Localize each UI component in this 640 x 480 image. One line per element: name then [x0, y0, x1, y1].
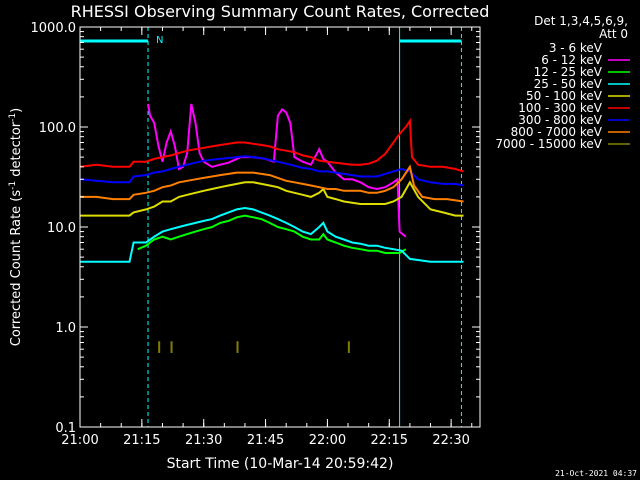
y-tick-label: 100.0 — [39, 121, 76, 136]
y-tick-label: 0.1 — [55, 421, 76, 436]
legend-header-line1: Det 1,3,4,5,6,9, — [534, 14, 628, 28]
x-axis-label: Start Time (10-Mar-14 20:59:42) — [167, 456, 394, 472]
y-axis: 0.1 1.0 10.0 100.0 1000.0 — [31, 21, 480, 436]
legend-label: 3 - 6 keV — [549, 41, 603, 55]
y-axis-label: Corrected Count Rate (s-1 detector-1) — [8, 108, 24, 346]
y-tick-label: 1000.0 — [31, 21, 77, 36]
y-tick-label: 1.0 — [55, 321, 76, 336]
x-tick-label: 22:15 — [371, 433, 408, 448]
legend-header-line2: Att 0 — [599, 27, 628, 41]
x-tick-label: 21:15 — [123, 433, 160, 448]
legend-label: 7000 - 15000 keV — [495, 137, 602, 151]
x-tick-label: 21:45 — [247, 433, 284, 448]
x-tick-label: 22:00 — [309, 433, 346, 448]
legend-label: 50 - 100 keV — [526, 89, 603, 103]
x-tick-label: 22:30 — [432, 433, 469, 448]
series-line-7 — [80, 164, 464, 203]
series-line-3 — [80, 206, 464, 263]
legend-label: 12 - 25 keV — [534, 65, 603, 79]
footer-date: 21-Oct-2021 04:37 — [555, 469, 637, 478]
night-marker: N — [156, 35, 163, 46]
legend-label: 25 - 50 keV — [534, 77, 603, 91]
legend-label: 6 - 12 keV — [541, 53, 603, 67]
series-line-4 — [80, 180, 464, 217]
chart-title: RHESSI Observing Summary Count Rates, Co… — [71, 2, 490, 21]
series-line-6 — [79, 155, 464, 187]
x-tick-label: 21:00 — [61, 433, 98, 448]
series-line-5 — [79, 117, 464, 173]
legend-label: 800 - 7000 keV — [511, 125, 603, 139]
series-line-2 — [137, 214, 407, 254]
legend-label: 100 - 300 keV — [518, 101, 602, 115]
legend-label: 300 - 800 keV — [518, 113, 602, 127]
x-axis: 21:00 21:15 21:30 21:45 22:00 22:15 22:30 — [61, 27, 473, 448]
x-tick-label: 21:30 — [185, 433, 222, 448]
y-tick-label: 10.0 — [47, 221, 76, 236]
plot-area: N — [79, 27, 464, 427]
